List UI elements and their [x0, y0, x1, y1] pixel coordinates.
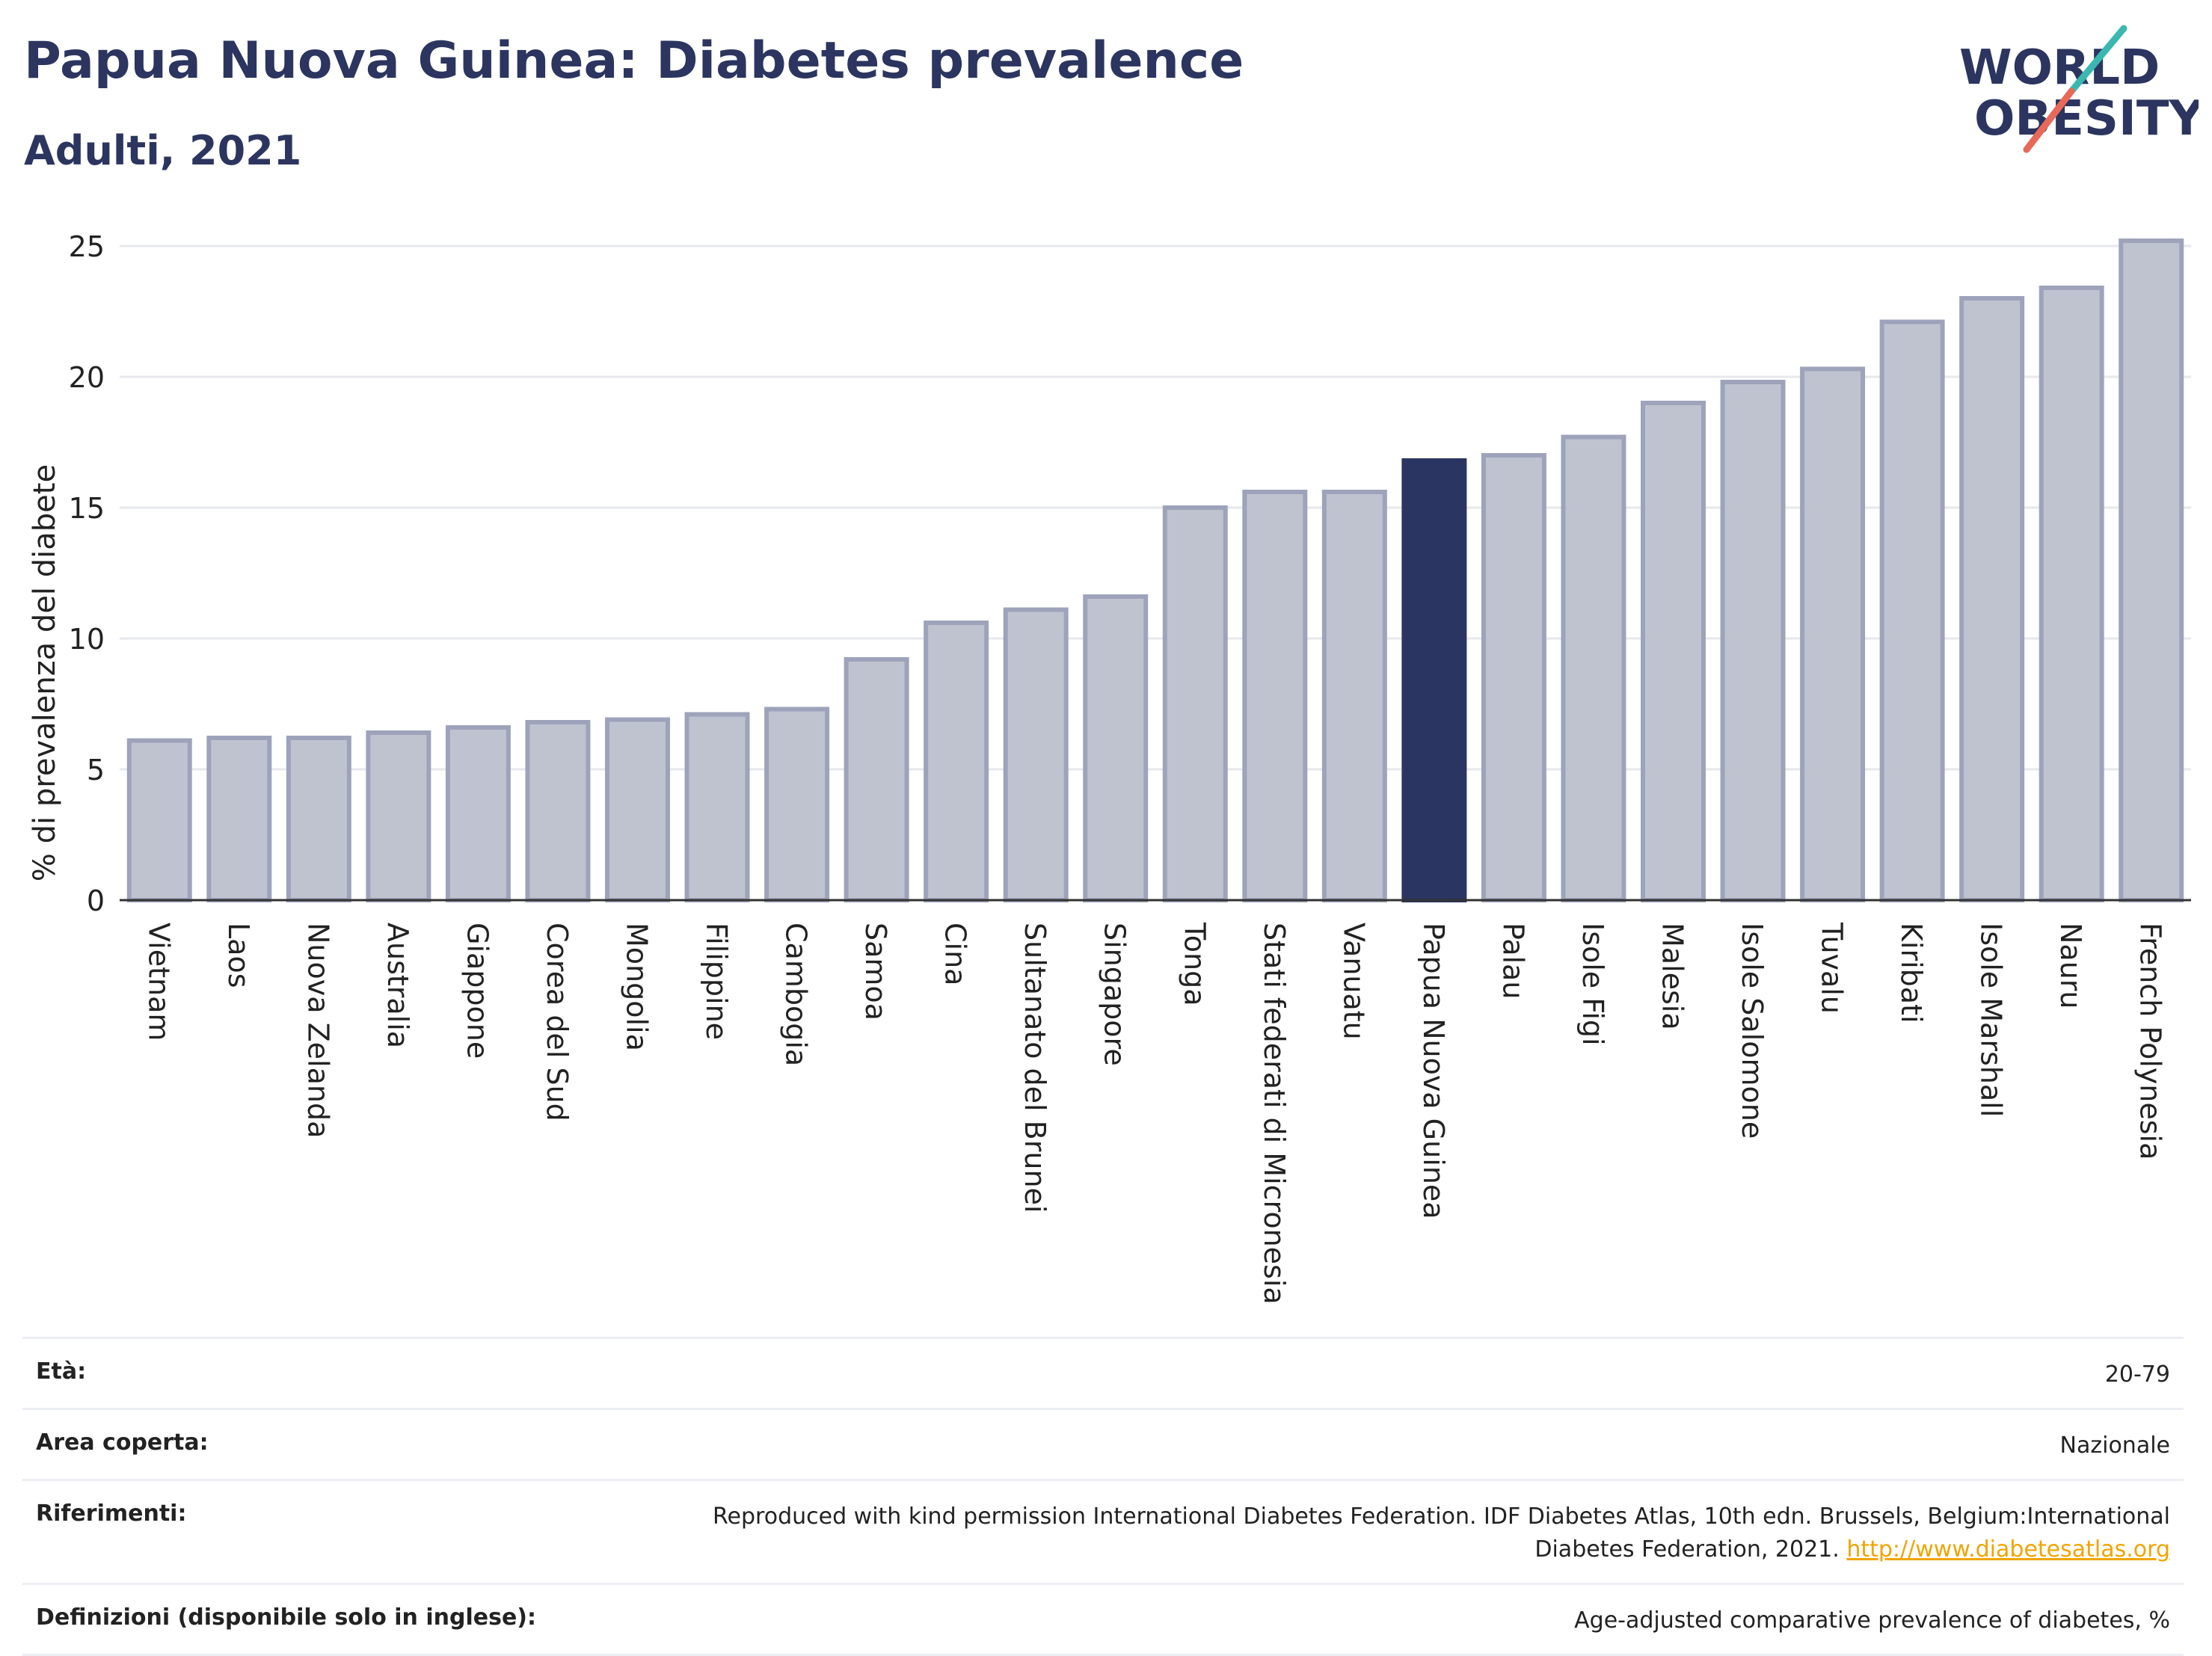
bar	[2039, 286, 2104, 902]
x-tick-label: Laos	[222, 923, 255, 988]
logo-slash-teal	[2068, 25, 2127, 95]
page-title: Papua Nuova Guinea: Diabetes prevalence	[24, 31, 1244, 90]
x-tick-label: Stati federati di Micronesia	[1258, 923, 1291, 1305]
bar	[286, 736, 351, 902]
info-row-area: Area coperta: Nazionale	[22, 1408, 2184, 1479]
x-tick-label: French Polynesia	[2134, 923, 2167, 1160]
info-row-definitions: Definizioni (disponibile solo in inglese…	[22, 1583, 2184, 1656]
y-tick-label: 20	[69, 361, 105, 394]
info-key-references: Riferimenti:	[36, 1500, 187, 1527]
bar	[206, 736, 272, 902]
info-value-references: Reproduced with kind permission Internat…	[645, 1500, 2170, 1566]
references-text: Reproduced with kind permission Internat…	[713, 1503, 2170, 1563]
x-tick-label: Papua Nuova Guinea	[1417, 923, 1450, 1219]
info-key-age: Età:	[36, 1358, 87, 1385]
x-tick-label: Malesia	[1656, 923, 1689, 1030]
y-tick-label: 10	[69, 623, 105, 656]
bar	[1959, 296, 2025, 902]
x-tick-label: Cambogia	[780, 923, 813, 1066]
x-tick-label: Tonga	[1178, 922, 1211, 1006]
y-tick-label: 15	[69, 492, 105, 525]
bar	[1003, 607, 1069, 902]
x-tick-label: Isole Figi	[1576, 923, 1609, 1046]
info-row-references: Riferimenti: Reproduced with kind permis…	[22, 1479, 2184, 1583]
info-row-age: Età: 20-79	[22, 1337, 2184, 1408]
bar	[366, 730, 431, 902]
x-tick-label: Australia	[381, 923, 414, 1048]
y-tick-label: 0	[87, 884, 105, 917]
bar	[924, 621, 989, 902]
bar	[1481, 453, 1546, 902]
logo-word-2: OBESITY	[1974, 91, 2199, 147]
y-tick-label: 25	[69, 230, 105, 263]
bar	[2119, 238, 2184, 902]
x-tick-label: Singapore	[1099, 923, 1131, 1066]
info-value-definitions: Age-adjusted comparative prevalence of d…	[1574, 1607, 2170, 1634]
x-tick-label: Isole Salomone	[1736, 923, 1769, 1139]
bar	[445, 725, 511, 902]
bar	[1083, 594, 1149, 902]
x-tick-label: Palau	[1496, 923, 1529, 999]
x-tick-label: Nuova Zelanda	[301, 923, 334, 1138]
x-tick-label: Tuvalu	[1816, 922, 1849, 1014]
logo-word-1: WORLD	[1959, 40, 2160, 96]
info-key-definitions: Definizioni (disponibile solo in inglese…	[36, 1604, 536, 1631]
info-key-area: Area coperta:	[36, 1429, 209, 1456]
bar	[1641, 401, 1706, 902]
info-table: Età: 20-79 Area coperta: Nazionale Rifer…	[22, 1337, 2184, 1656]
x-tick-label: Filippine	[700, 923, 733, 1040]
references-link[interactable]: http://www.diabetesatlas.org	[1846, 1536, 2170, 1563]
info-value-age: 20-79	[2104, 1361, 2170, 1388]
x-tick-label: Nauru	[2054, 923, 2087, 1009]
logo-graphic: WORLD OBESITY	[1959, 25, 2204, 153]
x-tick-label: Giappone	[461, 923, 494, 1059]
bar	[844, 657, 909, 902]
x-tick-label: Kiribati	[1895, 923, 1928, 1024]
x-tick-label: Vietnam	[142, 923, 175, 1041]
world-obesity-logo[interactable]: WORLD OBESITY	[1944, 22, 2204, 157]
info-value-area: Nazionale	[2059, 1432, 2170, 1459]
x-tick-label: Corea del Sud	[541, 923, 574, 1121]
y-tick-label: 5	[87, 754, 105, 787]
bar	[1879, 319, 1945, 902]
bar	[605, 717, 670, 902]
x-tick-label: Cina	[939, 923, 972, 985]
bar	[684, 712, 750, 902]
logo-slash-red	[2023, 87, 2075, 153]
bar	[525, 720, 591, 902]
x-tick-label: Sultanato del Brunei	[1019, 923, 1051, 1213]
bar	[764, 707, 830, 902]
bar	[126, 738, 192, 902]
x-tick-label: Vanuatu	[1337, 923, 1370, 1040]
bar	[1321, 490, 1387, 902]
bar	[1401, 458, 1467, 902]
bar	[1720, 380, 1786, 902]
bar	[1242, 490, 1308, 902]
bar	[1561, 434, 1626, 902]
bar-chart: 0 5 10 15 20 25 Vietnam Laos Nuova Zelanda Austra…	[69, 230, 2191, 1305]
bar	[1162, 505, 1228, 902]
x-tick-label: Isole Marshall	[1975, 923, 2008, 1117]
x-tick-label: Mongolia	[621, 923, 654, 1051]
x-tick-label: Samoa	[859, 923, 892, 1021]
page-subtitle: Adulti, 2021	[24, 127, 302, 174]
bar	[1800, 366, 1866, 902]
